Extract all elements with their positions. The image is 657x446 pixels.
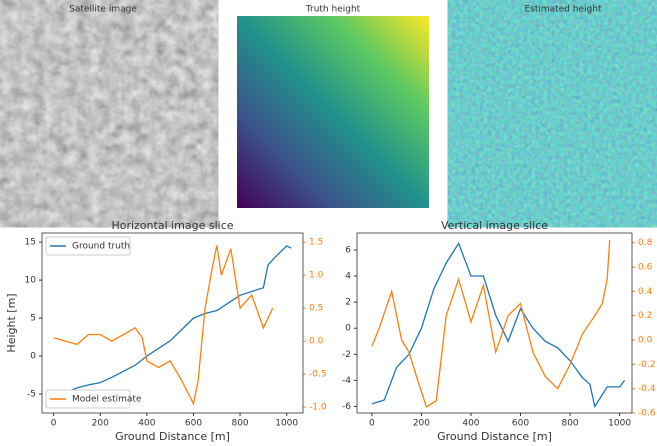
x-tick-label: 600 xyxy=(512,419,529,429)
series-line xyxy=(53,245,274,406)
x-tick-label: 0 xyxy=(369,419,375,429)
truth-image xyxy=(237,16,429,208)
x-tick-label: 1000 xyxy=(608,419,631,429)
y-tick-label: 0 xyxy=(30,352,36,362)
legend-box xyxy=(45,389,131,409)
y2-tick-label: 0.8 xyxy=(638,238,653,248)
y2-tick-label: -0.2 xyxy=(638,360,656,370)
chart-title: Vertical image slice xyxy=(441,219,548,232)
y2-tick-label: 1.0 xyxy=(309,271,324,281)
y-tick-label: 15 xyxy=(25,238,36,248)
plot-frame xyxy=(41,232,304,414)
estimated-image xyxy=(467,16,657,208)
x-tick-label: 800 xyxy=(561,419,578,429)
y-tick-label: 10 xyxy=(25,276,37,286)
y2-tick-label: -1.0 xyxy=(309,403,327,413)
y-tick-label: 6 xyxy=(345,245,351,255)
x-axis-label: Ground Distance [m] xyxy=(115,430,230,443)
y2-tick-label: 0.0 xyxy=(638,336,653,346)
y-tick-label: 0 xyxy=(345,324,351,334)
chart-title: Horizontal image slice xyxy=(111,219,233,232)
y2-tick-label: -0.4 xyxy=(638,384,656,394)
y-tick-label: 2 xyxy=(345,298,351,308)
y2-tick-label: 1.5 xyxy=(309,238,323,248)
y-tick-label: -4 xyxy=(342,376,351,386)
x-tick-label: 1000 xyxy=(275,419,298,429)
y-axis-label: Height [m] xyxy=(5,293,18,352)
image-title: Estimated height xyxy=(524,5,601,15)
y-tick-label: -6 xyxy=(342,402,351,412)
y-tick-label: -5 xyxy=(27,390,36,400)
plot-frame xyxy=(356,232,633,414)
x-tick-label: 0 xyxy=(51,419,57,429)
y2-tick-label: 0.4 xyxy=(638,287,653,297)
x-tick-label: 800 xyxy=(231,419,248,429)
x-tick-label: 400 xyxy=(462,419,479,429)
x-tick-label: 400 xyxy=(138,419,155,429)
x-axis-label: Ground Distance [m] xyxy=(437,430,552,443)
y2-tick-label: 0.5 xyxy=(309,304,323,314)
y-tick-label: 4 xyxy=(345,272,351,282)
y-tick-label: 5 xyxy=(30,314,36,324)
legend-label: Ground truth xyxy=(72,242,130,252)
x-tick-label: 200 xyxy=(413,419,430,429)
legend-box xyxy=(45,236,131,256)
series-line xyxy=(53,245,292,399)
x-tick-label: 200 xyxy=(92,419,109,429)
x-tick-label: 600 xyxy=(185,419,202,429)
satellite-image xyxy=(7,16,199,208)
y2-tick-label: 0.6 xyxy=(638,263,653,273)
image-title: Satellite image xyxy=(69,5,137,15)
y2-tick-label: 0.0 xyxy=(309,337,324,347)
y-tick-label: -2 xyxy=(342,350,351,360)
y2-tick-label: 0.2 xyxy=(638,311,652,321)
y2-tick-label: -0.5 xyxy=(309,370,327,380)
image-title: Truth height xyxy=(305,5,361,15)
series-line xyxy=(371,240,611,408)
y2-tick-label: -0.6 xyxy=(638,409,656,419)
legend-label: Model estimate xyxy=(72,395,142,405)
series-line xyxy=(371,241,626,409)
